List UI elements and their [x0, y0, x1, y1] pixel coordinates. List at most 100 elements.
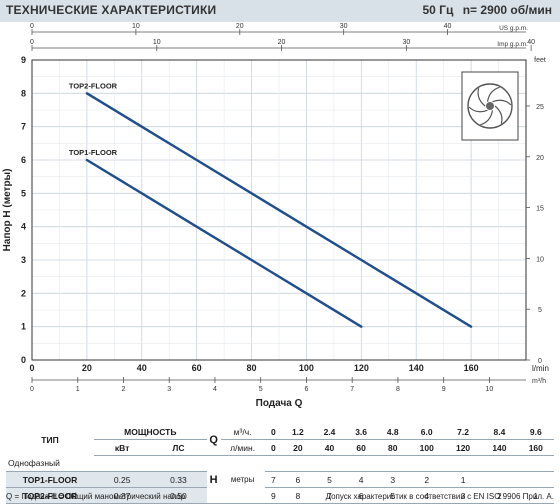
h-value: 4	[345, 471, 377, 488]
series-lines: TOP2-FLOOR TOP1-FLOOR	[69, 81, 473, 328]
m3h-tick-label: 2	[122, 386, 126, 393]
x-tick-label: 100	[299, 363, 314, 373]
m3h-tick-label: 0	[30, 386, 34, 393]
x-tick-label: 80	[247, 363, 257, 373]
series-line	[85, 158, 363, 328]
y-axis-title: Напор H (метры)	[2, 169, 13, 252]
y-tick-label: 2	[21, 288, 26, 298]
y-tick-label: 5	[21, 188, 26, 198]
h-value: 2	[481, 487, 518, 504]
h-value: 5	[313, 471, 346, 488]
us_gpm-tick-label: 40	[444, 23, 452, 30]
imp_gpm-tick-label: 40	[527, 39, 535, 46]
y-tick-label: 0	[21, 355, 26, 365]
type-header: ТИП	[6, 424, 94, 456]
hp-value: 0.50	[150, 487, 207, 504]
imp_gpm-tick-label: 30	[402, 39, 410, 46]
impeller-icon	[461, 71, 519, 141]
h-value: 4	[408, 487, 445, 504]
hp-label: ЛС	[150, 439, 207, 456]
kw-value: 0.37	[94, 487, 151, 504]
us_gpm-tick-label: 0	[30, 23, 34, 30]
y-tick-label: 8	[21, 88, 26, 98]
impeller-hub	[486, 102, 494, 110]
m3h-tick-label: 1	[76, 386, 80, 393]
series-line	[85, 92, 473, 328]
m3h-1: 1.2	[282, 424, 314, 440]
plot-frame	[31, 59, 527, 361]
feet-tick-label: 0	[538, 358, 542, 365]
x-tick-label: 160	[464, 363, 479, 373]
y-tick-label: 3	[21, 255, 26, 265]
h-value: 7	[313, 487, 346, 504]
lmin-7: 140	[481, 439, 518, 456]
performance-table: ТИП МОЩНОСТЬ Q м³/ч. 0 1.2 2.4 3.6 4.8 6…	[6, 424, 554, 504]
h-value	[481, 471, 518, 488]
q-symbol: Q	[206, 424, 221, 456]
q-unit-l: л/мин.	[220, 439, 265, 456]
impeller-blade	[486, 86, 500, 102]
speed-info: 50 Гц n= 2900 об/мин	[417, 3, 553, 17]
h-value: 3	[376, 471, 409, 488]
y-tick-label: 7	[21, 122, 26, 132]
q-unit-m3: м³/ч.	[220, 424, 265, 440]
series-label: TOP2-FLOOR	[69, 81, 118, 90]
h-value: 9	[264, 487, 283, 504]
m3h-2: 2.4	[313, 424, 346, 440]
feet-tick-label: 10	[536, 256, 544, 263]
feet-tick-label: 25	[536, 104, 544, 111]
phase-label: Однофазный	[6, 455, 94, 472]
power-header: МОЩНОСТЬ	[94, 424, 207, 440]
m3h-tick-label: 3	[167, 386, 171, 393]
m3h-tick-label: 9	[442, 386, 446, 393]
m3h-unit-label: m³/h	[532, 378, 546, 385]
x-tick-label: 20	[82, 363, 92, 373]
feet-tick-label: 5	[538, 307, 542, 314]
us_gpm-tick-label: 20	[236, 23, 244, 30]
m3h-5: 6.0	[408, 424, 445, 440]
h-value: 1	[517, 487, 554, 504]
y-tick-label: 1	[21, 322, 26, 332]
m3h-tick-label: 5	[259, 386, 263, 393]
table-row: TOP1-FLOOR 0.25 0.33 7 6 5 4 3 2 1	[6, 471, 554, 488]
frequency-label: 50 Гц	[422, 3, 454, 17]
lmin-6: 120	[444, 439, 482, 456]
lmin-4: 80	[376, 439, 409, 456]
model-name: TOP2-FLOOR	[6, 487, 94, 504]
imp_gpm-tick-label: 20	[278, 39, 286, 46]
footer-tolerance: Допуск характеристик в соответствии с EN…	[325, 492, 554, 501]
lmin-0: 0	[264, 439, 283, 456]
lmin-1: 20	[282, 439, 314, 456]
feet-tick-label: 15	[536, 206, 544, 213]
impeller-blade	[468, 106, 488, 113]
m3h-8: 9.6	[517, 424, 554, 440]
h-value: 6	[282, 471, 314, 488]
m3h-3: 3.6	[345, 424, 377, 440]
m3h-6: 7.2	[444, 424, 482, 440]
feet-tick-label: 20	[536, 155, 544, 162]
impeller-blade	[477, 88, 486, 107]
us_gpm-tick-label: 30	[340, 23, 348, 30]
lmin-2: 40	[313, 439, 346, 456]
h-symbol: H	[206, 455, 221, 504]
x-tick-label: 0	[29, 363, 34, 373]
y-tick-label: 6	[21, 155, 26, 165]
h-value: 1	[444, 471, 482, 488]
kw-value: 0.25	[94, 471, 151, 488]
m3h-tick-label: 4	[213, 386, 217, 393]
impeller-ring	[467, 83, 513, 129]
h-value: 6	[345, 487, 377, 504]
h-value: 8	[282, 487, 314, 504]
hp-value: 0.33	[150, 471, 207, 488]
kw-label: кВт	[94, 439, 151, 456]
imp_gpm-tick-label: 10	[153, 39, 161, 46]
impeller-blade	[480, 110, 494, 126]
m3h-4: 4.8	[376, 424, 409, 440]
h-value: 5	[376, 487, 409, 504]
x-unit-label: l/min	[532, 364, 549, 373]
x-tick-label: 120	[354, 363, 369, 373]
us_gpm-tick-label: 10	[132, 23, 140, 30]
y-tick-label: 4	[21, 222, 26, 232]
feet-unit-label: feet	[534, 57, 546, 64]
